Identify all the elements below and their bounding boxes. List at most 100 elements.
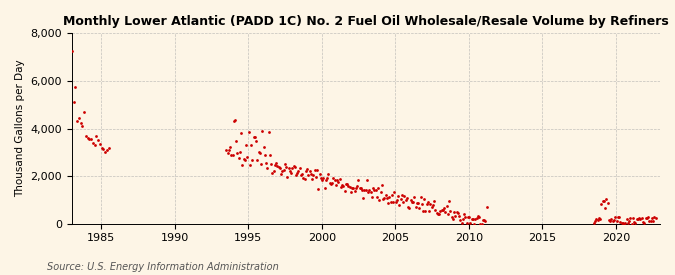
Point [459,211,470,216]
Point [385,200,396,204]
Point [92,138,103,143]
Point [593,215,604,220]
Point [409,195,420,199]
Point [460,214,470,219]
Point [79,110,90,114]
Point [312,168,323,173]
Point [241,143,252,148]
Point [481,205,492,209]
Point [275,171,286,176]
Point [86,137,97,141]
Point [454,214,464,218]
Point [70,85,81,89]
Point [618,221,628,225]
Point [601,197,612,201]
Point [350,186,361,191]
Point [337,183,348,188]
Point [349,189,360,193]
Point [235,150,246,154]
Point [445,208,456,213]
Point [456,221,467,225]
Point [263,130,274,134]
Point [369,187,380,192]
Point [648,219,659,224]
Point [375,190,386,194]
Point [358,196,369,200]
Point [467,217,478,222]
Point [271,161,281,165]
Point [634,215,645,220]
Point [395,197,406,201]
Point [589,221,599,226]
Point [256,162,267,167]
Point [400,198,411,202]
Point [416,201,427,206]
Point [313,186,324,191]
Point [253,150,264,155]
Point [226,153,237,157]
Point [602,201,613,206]
Point [281,165,292,169]
Point [291,173,302,177]
Point [232,151,243,155]
Point [461,221,472,226]
Point [344,185,355,189]
Point [242,155,253,159]
Point [279,162,290,166]
Point [288,164,299,169]
Point [286,171,296,175]
Point [331,178,342,183]
Point [402,196,412,200]
Point [296,173,306,177]
Point [383,201,394,205]
Point [393,194,404,198]
Text: Source: U.S. Energy Information Administration: Source: U.S. Energy Information Administ… [47,262,279,272]
Point [408,200,418,204]
Point [449,210,460,214]
Point [628,216,639,220]
Point [645,219,656,223]
Point [441,204,452,208]
Point [364,188,375,192]
Point [228,119,239,123]
Point [250,135,261,139]
Point [283,166,294,170]
Point [67,49,78,53]
Point [387,200,398,204]
Point [475,222,486,226]
Point [635,216,646,221]
Point [399,194,410,198]
Point [597,198,608,203]
Point [647,216,657,221]
Point [348,186,358,191]
Point [327,181,338,186]
Point [227,153,238,157]
Point [640,216,651,221]
Point [88,141,99,145]
Point [448,216,458,221]
Point [282,174,293,179]
Point [625,216,636,220]
Point [340,182,351,186]
Point [621,217,632,221]
Point [356,188,367,192]
Point [480,219,491,223]
Point [626,221,637,226]
Point [84,137,95,141]
Point [82,136,93,140]
Point [221,148,232,152]
Point [275,166,286,170]
Point [277,169,288,173]
Point [405,198,416,203]
Point [100,150,111,155]
Point [371,188,381,192]
Point [284,169,295,174]
Point [433,212,443,216]
Point [333,180,344,185]
Point [95,142,105,146]
Point [287,166,298,170]
Point [265,153,275,158]
Point [411,201,422,205]
Point [440,210,451,214]
Point [435,209,446,213]
